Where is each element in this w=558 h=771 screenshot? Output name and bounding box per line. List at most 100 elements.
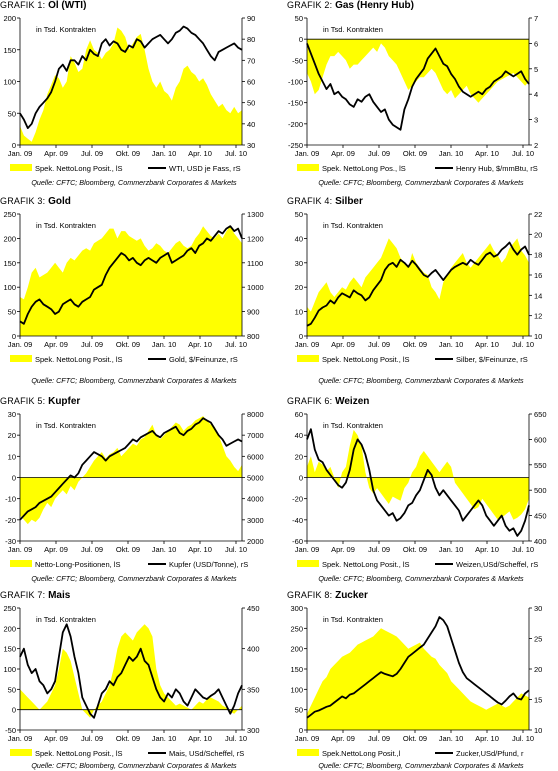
right-tick-label: 5 xyxy=(534,65,538,74)
right-tick-label: 5000 xyxy=(247,474,264,483)
x-tick-label: Jan. 10 xyxy=(439,149,464,158)
left-tick-label: 150 xyxy=(290,665,303,674)
line-series xyxy=(19,623,243,719)
area-series xyxy=(307,238,529,336)
x-tick-label: Jan. 09 xyxy=(295,149,320,158)
left-tick-label: 10 xyxy=(8,452,16,461)
right-tick-label: 450 xyxy=(247,604,260,613)
chart-title: GRAFIK 1: Öl (WTI) xyxy=(0,0,87,11)
chart-source: Quelle: CFTC; Bloomberg, Commerzbank Cor… xyxy=(318,574,524,583)
right-tick-label: 1300 xyxy=(247,210,264,219)
right-tick-label: 12 xyxy=(534,312,542,321)
x-tick-label: Apr. 09 xyxy=(44,149,68,158)
x-tick-label: Apr. 10 xyxy=(188,734,212,743)
x-tick-label: Apr. 09 xyxy=(331,340,355,349)
panel-g4: GRAFIK 4: Silber 0 10 20 30 40 50 10 12 14 16 18 20… xyxy=(287,196,555,386)
right-tick-label: 3000 xyxy=(247,516,264,525)
x-tick-label: Jan. 10 xyxy=(152,340,177,349)
x-tick-label: Apr. 09 xyxy=(44,545,68,554)
line-series xyxy=(306,428,530,537)
left-tick-label: 30 xyxy=(295,259,303,268)
left-tick-label: 0 xyxy=(12,706,16,715)
x-tick-label: Jul. 09 xyxy=(368,734,390,743)
left-tick-label: 150 xyxy=(3,46,16,55)
x-tick-label: Jul. 10 xyxy=(225,340,247,349)
left-tick-label: 100 xyxy=(290,685,303,694)
left-tick-label: 250 xyxy=(3,210,16,219)
right-tick-label: 2 xyxy=(534,141,538,150)
left-tick-label: 60 xyxy=(295,410,303,419)
left-tick-label: -50 xyxy=(5,726,16,735)
x-tick-label: Jul. 10 xyxy=(512,149,534,158)
area-series xyxy=(20,416,242,525)
right-tick-label: 10 xyxy=(534,726,542,735)
x-tick-label: Jan. 10 xyxy=(152,734,177,743)
legend-label-line: WTI, USD je Fass, rS xyxy=(169,164,241,173)
left-tick-label: 250 xyxy=(3,604,16,613)
left-tick-label: 50 xyxy=(8,109,16,118)
inner-label: in Tsd. Kontrakten xyxy=(323,25,383,34)
right-tick-label: 500 xyxy=(534,486,547,495)
x-tick-label: Jul. 09 xyxy=(81,149,103,158)
x-tick-label: Okt. 09 xyxy=(116,734,140,743)
panel-g6: GRAFIK 6: Weizen -60 -40 -20 0 20 40 60 400 450 5… xyxy=(287,396,555,586)
chart-source: Quelle: CFTC; Bloomberg, Commerzbank Cor… xyxy=(31,178,237,187)
right-tick-label: 450 xyxy=(534,512,547,521)
panel-g8: GRAFIK 8: Zucker 0 50 100 150 200 250 300 10 15 2… xyxy=(287,590,555,771)
left-tick-label: 20 xyxy=(8,431,16,440)
left-tick-label: 250 xyxy=(290,624,303,633)
left-tick-label: 50 xyxy=(295,706,303,715)
area-series xyxy=(20,27,242,145)
right-tick-label: 18 xyxy=(534,251,542,260)
line-series xyxy=(306,43,530,131)
left-tick-label: 100 xyxy=(3,78,16,87)
x-tick-label: Jan. 09 xyxy=(8,340,33,349)
chart-title: GRAFIK 8: Zucker xyxy=(287,590,368,601)
area-series xyxy=(20,624,242,718)
left-tick-label: 200 xyxy=(3,624,16,633)
right-tick-label: 400 xyxy=(534,537,547,546)
left-tick-label: -250 xyxy=(288,141,303,150)
left-tick-label: 40 xyxy=(295,234,303,243)
inner-label: in Tsd. Kontrakten xyxy=(323,421,383,430)
left-tick-label: 200 xyxy=(290,645,303,654)
left-tick-label: 0 xyxy=(12,332,16,341)
legend-label-area: Netto-Long-Positionen, lS xyxy=(35,560,120,569)
x-tick-label: Okt. 09 xyxy=(116,545,140,554)
left-tick-label: -30 xyxy=(5,537,16,546)
right-tick-label: 600 xyxy=(534,435,547,444)
x-tick-label: Okt. 09 xyxy=(116,340,140,349)
x-tick-label: Okt. 09 xyxy=(403,545,427,554)
right-tick-label: 14 xyxy=(534,291,542,300)
right-tick-label: 4000 xyxy=(247,495,264,504)
legend-label-area: Spek. NettoLong Posit., lS xyxy=(35,749,123,758)
panel-g5: GRAFIK 5: Kupfer -30 -20 -10 0 10 20 30 2000 300… xyxy=(0,396,268,586)
right-tick-label: 30 xyxy=(247,141,255,150)
left-tick-label: 0 xyxy=(299,332,303,341)
area-series xyxy=(20,226,242,336)
line-series xyxy=(19,417,243,521)
x-tick-label: Jul. 10 xyxy=(512,340,534,349)
x-tick-label: Jan. 10 xyxy=(152,149,177,158)
legend-label-line: Kupfer (USD/Tonne), rS xyxy=(169,560,248,569)
left-tick-label: -150 xyxy=(288,99,303,108)
legend-label-area: Spek. NettoLong Posit., lS xyxy=(322,355,410,364)
x-tick-label: Jul. 10 xyxy=(512,734,534,743)
x-tick-label: Okt. 09 xyxy=(403,149,427,158)
right-tick-label: 30 xyxy=(534,604,542,613)
left-tick-label: 200 xyxy=(3,14,16,23)
chart-mais: -50 0 50 100 150 200 250 300 350 400 450 Jan. 09 Apr… xyxy=(3,604,260,758)
right-tick-label: 400 xyxy=(247,645,260,654)
chart-kupfer: -30 -20 -10 0 10 20 30 2000 3000 4000 5000 6000 7000… xyxy=(5,410,264,569)
left-tick-label: -20 xyxy=(5,516,16,525)
chart-source: Quelle: CFTC; Bloomberg, Commerzbank Cor… xyxy=(31,376,237,385)
left-tick-label: -50 xyxy=(292,56,303,65)
left-tick-label: 50 xyxy=(295,210,303,219)
legend-label-area: Spek. NettoLong Posit., lS xyxy=(322,560,410,569)
left-tick-label: 150 xyxy=(3,259,16,268)
legend-swatch-area xyxy=(10,749,32,756)
left-tick-label: 300 xyxy=(290,604,303,613)
right-tick-label: 20 xyxy=(534,665,542,674)
line-series xyxy=(306,241,530,327)
left-tick-label: 30 xyxy=(8,410,16,419)
